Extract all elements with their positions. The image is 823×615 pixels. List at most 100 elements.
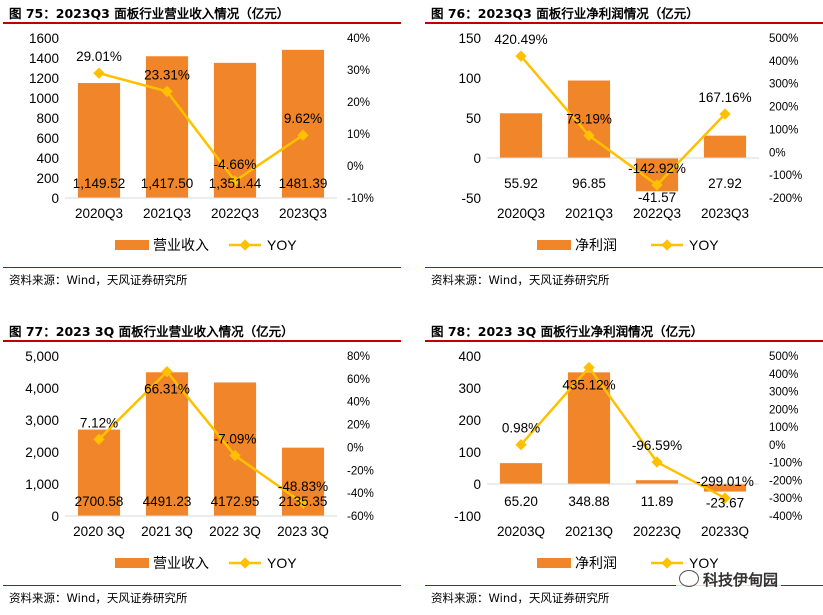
- y2-tick-label: 20%: [347, 97, 370, 109]
- y2-tick-label: 300%: [769, 387, 798, 399]
- source-note: 资料来源：Wind，天风证券研究所: [9, 273, 188, 287]
- legend-label: YOY: [267, 555, 297, 571]
- x-tick-label: 2020Q3: [497, 206, 545, 221]
- y-tick-label: 300: [458, 381, 481, 396]
- x-tick-label: 20213Q: [565, 524, 613, 539]
- y-tick-label: 2,000: [25, 445, 59, 460]
- y2-tick-label: 100%: [769, 124, 798, 136]
- yoy-value-label: -299.01%: [696, 474, 754, 489]
- source-rule: [425, 267, 823, 268]
- y2-tick-label: -300%: [769, 493, 802, 505]
- wechat-icon: [679, 570, 699, 587]
- y-tick-label: 100: [458, 71, 481, 86]
- legend-swatch-bar: [115, 558, 149, 568]
- yoy-value-label: 9.62%: [284, 111, 322, 126]
- yoy-value-label: 7.12%: [80, 415, 118, 430]
- y2-tick-label: 0%: [347, 442, 364, 454]
- y-tick-label: 1000: [29, 91, 59, 106]
- bar-value-label: 4172.95: [211, 494, 260, 509]
- y-tick-label: 200: [458, 413, 481, 428]
- x-tick-label: 2021Q3: [143, 206, 191, 221]
- x-tick-label: 2022Q3: [211, 206, 259, 221]
- y2-tick-label: 80%: [347, 351, 370, 363]
- bar-value-label: 2135.35: [279, 494, 328, 509]
- yoy-value-label: -96.59%: [632, 438, 682, 453]
- source-note: 资料来源：Wind，天风证券研究所: [431, 273, 610, 287]
- title-rule: [425, 340, 823, 342]
- y2-tick-label: 40%: [347, 33, 370, 45]
- bar: [635, 480, 679, 484]
- y-tick-label: 5,000: [25, 349, 59, 364]
- bar-value-label: -23.67: [706, 496, 744, 511]
- y2-tick-label: -200%: [769, 475, 802, 487]
- y-tick-label: -50: [461, 191, 481, 206]
- yoy-value-label: 420.49%: [494, 32, 547, 47]
- y-tick-label: 0: [51, 191, 59, 206]
- chart-title: 图 76：2023Q3 面板行业净利润情况（亿元）: [431, 6, 699, 21]
- panel-revenue-3q: 图 77：2023 3Q 面板行业营业收入情况（亿元） 0 1,000 2,000 3…: [3, 318, 401, 615]
- bar-value-label: 55.92: [504, 176, 538, 191]
- yoy-value-label: 66.31%: [144, 382, 190, 397]
- bar-value-label: 1,351.44: [209, 176, 262, 191]
- x-tick-label: 2020 3Q: [73, 524, 125, 539]
- bar: [281, 49, 325, 199]
- x-tick-label: 2021Q3: [565, 206, 613, 221]
- y2-tick-label: 400%: [769, 369, 798, 381]
- y2-tick-label: -20%: [347, 465, 374, 477]
- bar-value-label: 1,417.50: [141, 176, 194, 191]
- title-rule: [3, 22, 401, 24]
- bar-value-label: -41.57: [638, 190, 676, 205]
- y-tick-label: -100: [454, 509, 481, 524]
- y-tick-label: 1600: [29, 31, 59, 46]
- source-rule: [3, 585, 401, 586]
- legend-swatch-marker: [239, 557, 251, 569]
- bar-value-label: 4491.23: [143, 494, 192, 509]
- y2-tick-label: 100%: [769, 422, 798, 434]
- bar: [499, 463, 543, 484]
- yoy-value-label: -142.92%: [628, 161, 686, 176]
- yoy-value-label: -48.83%: [278, 479, 328, 494]
- bar: [77, 83, 121, 198]
- legend-label: 营业收入: [153, 237, 209, 253]
- legend-swatch-bar: [537, 240, 571, 250]
- y-tick-label: 0: [51, 509, 59, 524]
- y2-tick-label: 200%: [769, 404, 798, 416]
- yoy-value-label: -4.66%: [214, 157, 257, 172]
- bar-value-label: 2700.58: [75, 494, 124, 509]
- source-note: 资料来源：Wind，天风证券研究所: [431, 591, 610, 605]
- legend-label: 净利润: [575, 237, 617, 253]
- panel-net-profit-q3: 图 76：2023Q3 面板行业净利润情况（亿元） -50 0 50 100 150 -2…: [425, 0, 823, 297]
- title-rule: [425, 22, 823, 24]
- source-note: 资料来源：Wind，天风证券研究所: [9, 591, 188, 605]
- yoy-value-label: 23.31%: [144, 67, 190, 82]
- source-rule: [425, 585, 823, 586]
- revenue-q3-chart: 0 200 400 600 800 1000 1200 1400 1600 -10% 0% 10% 20…: [29, 31, 374, 253]
- yoy-line: [98, 369, 304, 505]
- panel-net-profit-3q: 图 78：2023 3Q 面板行业净利润情况（亿元） -100 0 100 200 30…: [425, 318, 823, 615]
- revenue-3q-chart: 0 1,000 2,000 3,000 4,000 5,000 -60% -40% -20% 0%…: [25, 349, 374, 571]
- bar-value-label: 11.89: [641, 494, 674, 509]
- title-rule: [3, 340, 401, 342]
- y2-tick-label: -100%: [769, 458, 802, 470]
- y2-tick-label: 0%: [347, 161, 364, 173]
- legend-label: YOY: [689, 555, 719, 571]
- y-tick-label: 200: [36, 171, 59, 186]
- x-tick-label: 2023Q3: [701, 206, 749, 221]
- y-tick-label: 0: [473, 477, 481, 492]
- y-tick-label: 400: [458, 349, 481, 364]
- y-tick-label: 3,000: [25, 413, 59, 428]
- bar-value-label: 1481.39: [279, 176, 328, 191]
- yoy-line: [520, 365, 726, 500]
- legend-swatch-marker: [239, 239, 251, 251]
- bar: [567, 372, 611, 484]
- chart-title: 图 77：2023 3Q 面板行业营业收入情况（亿元）: [9, 324, 294, 339]
- y2-tick-label: 40%: [347, 397, 370, 409]
- y2-tick-label: -400%: [769, 511, 802, 523]
- yoy-line: [520, 55, 726, 187]
- x-tick-label: 2022 3Q: [209, 524, 261, 539]
- yoy-point: [719, 492, 731, 504]
- yoy-point: [229, 175, 241, 187]
- y2-tick-label: -40%: [347, 488, 374, 500]
- yoy-value-label: 167.16%: [698, 90, 751, 105]
- y-tick-label: 150: [458, 31, 481, 46]
